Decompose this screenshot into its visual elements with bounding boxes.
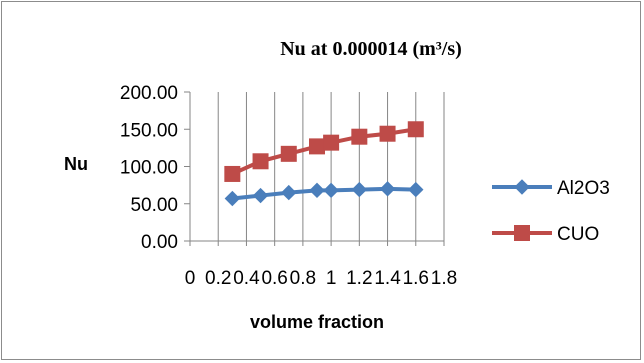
- x-tick-label: 0: [185, 268, 196, 289]
- x-tick-label: 1: [326, 268, 337, 289]
- x-axis-title: volume fraction: [250, 312, 384, 332]
- x-tick-label: 1.6: [403, 268, 429, 289]
- data-point-al2o3: [324, 183, 338, 197]
- x-tick-label: 0.2: [205, 268, 231, 289]
- data-point-cuo: [309, 138, 325, 154]
- series-al2o3: [225, 182, 422, 206]
- y-tick-label: 50.00: [130, 195, 178, 216]
- data-point-cuo: [224, 166, 240, 182]
- chart-title: Nu at 0.000014 (m³/s): [280, 38, 462, 60]
- series-layer: [224, 121, 423, 205]
- data-point-al2o3: [310, 183, 324, 197]
- y-tick-label: 200.00: [120, 83, 178, 104]
- data-point-al2o3: [282, 186, 296, 200]
- data-point-al2o3: [352, 183, 366, 197]
- legend-item-al2o3: Al2O3: [492, 178, 610, 199]
- data-point-cuo: [380, 126, 396, 142]
- x-tick-label: 0.6: [261, 268, 287, 289]
- data-point-cuo: [351, 129, 367, 145]
- data-point-cuo: [281, 146, 297, 162]
- legend-label: Al2O3: [557, 178, 610, 199]
- data-point-cuo: [408, 121, 424, 137]
- legend-item-cuo: CUO: [492, 224, 599, 245]
- data-point-al2o3: [225, 192, 239, 206]
- legend-label: CUO: [557, 224, 599, 245]
- x-tick-label: 1.4: [374, 268, 401, 289]
- y-tick-label: 150.00: [120, 120, 178, 141]
- x-tick-label: 0.4: [233, 268, 260, 289]
- legend: Al2O3 CUO: [492, 178, 610, 245]
- y-tick-label: 100.00: [120, 158, 178, 179]
- x-tick-label: 0.8: [290, 268, 316, 289]
- x-tick-label: 1.8: [431, 268, 457, 289]
- series-cuo: [224, 121, 423, 182]
- data-point-cuo: [253, 153, 269, 169]
- legend-marker: [515, 180, 529, 194]
- y-tick-label: 0.00: [141, 232, 178, 253]
- legend-marker: [514, 225, 530, 241]
- y-axis-title: Nu: [64, 154, 88, 174]
- data-point-al2o3: [254, 189, 268, 203]
- data-point-al2o3: [409, 183, 423, 197]
- data-point-cuo: [323, 135, 339, 151]
- x-tick-label: 1.2: [346, 268, 372, 289]
- axes: [184, 92, 444, 241]
- data-point-al2o3: [381, 182, 395, 196]
